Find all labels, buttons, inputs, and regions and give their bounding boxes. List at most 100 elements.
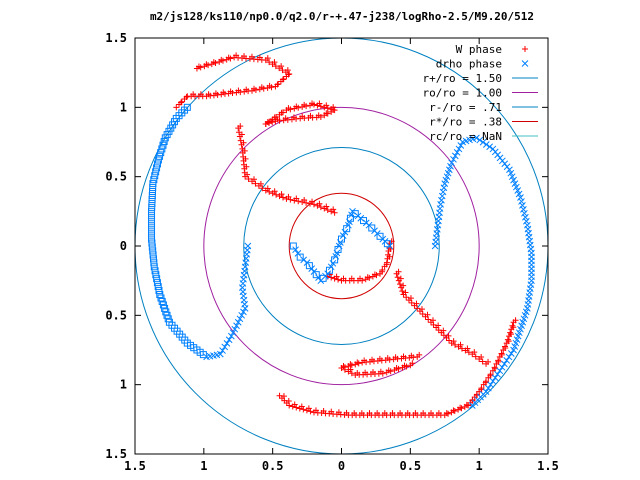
w-phase-point — [445, 410, 452, 417]
w-phase-point — [298, 403, 305, 410]
w-phase-point — [252, 180, 259, 187]
w-phase-point — [273, 191, 280, 198]
w-phase-point — [412, 410, 419, 417]
w-phase-point — [392, 354, 399, 361]
w-phase-point — [235, 87, 242, 94]
w-phase-point — [465, 402, 472, 409]
w-phase-point — [264, 55, 271, 62]
w-phase-point — [271, 59, 278, 66]
w-phase-point — [507, 329, 514, 336]
chart-title: m2/js128/ks110/np0.0/q2.0/r-+.47-j238/lo… — [150, 10, 534, 23]
w-phase-point — [463, 401, 470, 408]
w-phase-point — [355, 360, 362, 367]
drho-phase-point — [199, 351, 207, 359]
legend-marker-plus — [522, 46, 528, 52]
w-phase-point — [324, 206, 331, 213]
w-phase-point — [282, 115, 289, 122]
drho-phase-point — [440, 184, 448, 192]
w-phase-point — [478, 354, 485, 361]
drho-phase-point — [148, 191, 156, 199]
drho-phase-point — [519, 202, 526, 209]
drho-phase-point — [496, 367, 504, 375]
drho-phase-point — [368, 224, 376, 232]
drho-phase-point — [148, 227, 156, 235]
w-phase-point — [293, 404, 300, 411]
w-phase-point — [271, 188, 278, 195]
w-phase-point — [512, 317, 519, 324]
drho-phase-point — [523, 217, 530, 225]
w-phase-point — [279, 76, 286, 83]
drho-phase-point — [505, 353, 513, 361]
w-phase-point — [264, 185, 271, 192]
drho-phase-point — [507, 350, 515, 357]
w-phase-point — [328, 408, 335, 415]
drho-phase-point — [153, 164, 161, 172]
w-phase-point — [227, 55, 234, 62]
w-phase-point — [251, 176, 258, 183]
w-phase-point — [408, 299, 415, 306]
y-tick-label: 0.5 — [105, 170, 127, 184]
w-phase-point — [219, 57, 226, 64]
drho-phase-point — [148, 203, 156, 211]
drho-phase-point — [339, 232, 347, 239]
w-phase-point — [402, 289, 409, 296]
w-phase-point — [184, 93, 191, 100]
drho-phase-point — [308, 265, 316, 273]
drho-phase-point — [305, 262, 313, 270]
w-phase-point — [397, 275, 404, 282]
drho-phase-point — [148, 215, 156, 223]
drho-phase-point — [438, 192, 446, 200]
w-phase-point — [257, 180, 264, 187]
w-phase-point — [361, 357, 368, 364]
x-tick-label: 1 — [200, 459, 207, 473]
legend-label: rc/ro = NaN — [429, 130, 502, 143]
w-phase-point — [212, 59, 219, 66]
drho-phase-point — [292, 246, 299, 254]
drho-phase-point — [437, 201, 444, 208]
w-phase-point — [285, 71, 292, 78]
w-phase-point — [509, 322, 516, 329]
w-phase-point — [303, 199, 310, 206]
w-phase-point — [374, 410, 381, 417]
drho-phase-point — [510, 176, 517, 184]
w-phase-point — [425, 316, 432, 323]
w-phase-point — [403, 294, 410, 301]
w-phase-point — [348, 362, 355, 369]
w-phase-point — [364, 274, 371, 281]
drho-phase-point — [522, 213, 529, 221]
drho-phase-point — [153, 279, 161, 287]
w-phase-point — [479, 358, 486, 365]
w-phase-point — [428, 410, 435, 417]
drho-phase-point — [518, 198, 525, 205]
drho-phase-point — [338, 235, 345, 243]
w-phase-point — [366, 410, 373, 417]
drho-phase-point — [229, 329, 237, 337]
w-phase-point — [457, 404, 464, 411]
w-phase-point — [240, 139, 247, 146]
w-phase-point — [295, 198, 302, 205]
drho-phase-point — [148, 219, 156, 227]
w-phase-point — [464, 345, 471, 352]
w-phase-point — [440, 332, 447, 339]
w-phase-point — [295, 104, 302, 111]
w-phase-point — [205, 91, 212, 98]
series-0 — [173, 52, 519, 419]
w-phase-point — [243, 86, 250, 93]
drho-phase-point — [383, 240, 391, 248]
drho-phase-point — [221, 343, 229, 351]
drho-phase-point — [514, 187, 522, 194]
w-phase-point — [376, 355, 383, 362]
legend-label: r+/ro = 1.50 — [423, 72, 502, 85]
w-phase-point — [317, 103, 324, 110]
w-phase-point — [335, 409, 342, 416]
drho-phase-point — [487, 381, 494, 389]
w-phase-point — [383, 261, 390, 268]
w-phase-point — [291, 401, 298, 408]
w-phase-point — [379, 370, 386, 377]
w-phase-point — [404, 410, 411, 417]
drho-phase-point — [296, 253, 304, 261]
w-phase-point — [420, 410, 427, 417]
drho-phase-point — [486, 143, 493, 151]
drho-phase-point — [150, 263, 158, 271]
w-phase-point — [323, 110, 330, 117]
